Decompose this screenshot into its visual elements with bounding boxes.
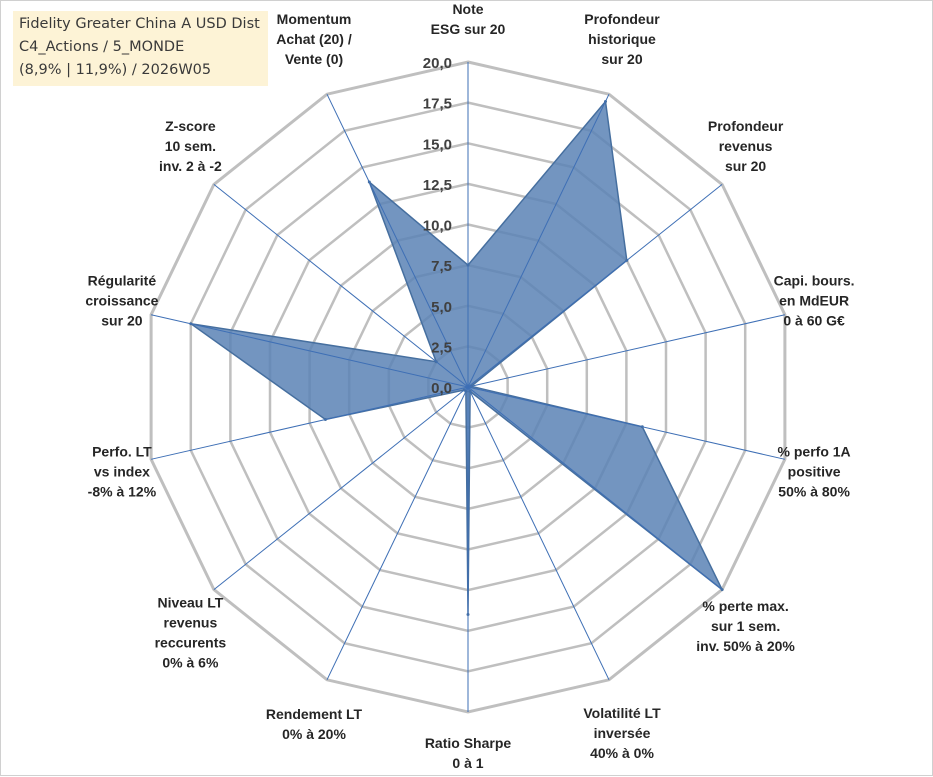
axis-label-line: Rendement LT [266, 706, 363, 722]
axis-label-line: Profondeur [708, 118, 784, 134]
axis-label-line: 0 à 1 [452, 755, 483, 771]
axis-label-line: % perte max. [702, 598, 788, 614]
axis-label-line: positive [788, 464, 841, 480]
tick-label: 2,5 [431, 339, 452, 356]
axis-label-line: sur 1 sem. [711, 618, 780, 634]
tick-label: 20,0 [423, 55, 452, 72]
axis-label-line: Régularité [88, 272, 157, 288]
spoke-10 [150, 386, 469, 460]
radar-spokes [150, 62, 786, 712]
spoke-5 [467, 386, 723, 590]
radial-tick-labels: 0,0 2,5 5,0 7,5 10,0 12,5 15,0 17,5 20,0 [423, 55, 452, 397]
axis-label-10: Perfo. LT vs index -8% à 12% [88, 444, 157, 500]
tick-label: 7,5 [431, 258, 452, 275]
axis-label-line: Ratio Sharpe [425, 735, 512, 751]
axis-label-line: sur 20 [101, 312, 142, 328]
axis-label-line: vs index [94, 464, 150, 480]
spoke-11 [150, 314, 469, 388]
spoke-13 [326, 93, 469, 388]
axis-label-line: 10 sem. [165, 138, 216, 154]
axis-label-line: 0% à 20% [282, 726, 346, 742]
axis-label-13: Momentum Achat (20) / Vente (0) [276, 11, 352, 67]
spoke-12 [213, 184, 469, 388]
axis-label-line: revenus [164, 614, 218, 630]
axis-label-0: Note ESG sur 20 [431, 1, 506, 37]
axis-label-line: 50% à 80% [778, 484, 850, 500]
fund-stats: (8,9% | 11,9%) / 2026W05 [19, 62, 212, 78]
tick-label: 5,0 [431, 299, 452, 316]
chart-title-box: Fidelity Greater China A USD Dist C4_Act… [13, 11, 268, 86]
axis-label-line: % perfo 1A [778, 444, 851, 460]
spoke-3 [467, 314, 786, 388]
axis-label-8: Rendement LT 0% à 20% [266, 706, 363, 742]
axis-label-3: Capi. bours. en MdEUR 0 à 60 G€ [774, 272, 855, 328]
axis-label-11: Régularité croissance sur 20 [85, 272, 158, 328]
axis-label-1: Profondeur historique sur 20 [584, 11, 660, 67]
axis-label-line: 0 à 60 G€ [783, 312, 845, 328]
spoke-1 [467, 93, 610, 388]
fund-name: Fidelity Greater China A USD Dist [19, 16, 260, 32]
tick-label: 10,0 [423, 218, 452, 235]
spoke-4 [467, 386, 786, 460]
axis-label-line: Vente (0) [285, 51, 343, 67]
tick-label: 15,0 [423, 136, 452, 153]
axis-label-line: Note [452, 1, 483, 17]
axis-label-line: 0% à 6% [162, 654, 219, 670]
spoke-6 [467, 386, 610, 681]
axis-label-line: Perfo. LT [92, 444, 152, 460]
axis-label-line: Capi. bours. [774, 272, 855, 288]
spoke-9 [213, 386, 469, 590]
axis-label-5: % perte max. sur 1 sem. inv. 50% à 20% [696, 598, 795, 654]
axis-label-line: inversée [594, 725, 651, 741]
axis-label-line: reccurents [155, 634, 227, 650]
axis-label-2: Profondeur revenus sur 20 [708, 118, 784, 174]
radar-series-area [189, 99, 724, 616]
axis-label-9: Niveau LT revenus reccurents 0% à 6% [155, 594, 227, 670]
axis-label-12: Z-score 10 sem. inv. 2 à -2 [159, 118, 222, 174]
axis-label-line: historique [588, 31, 656, 47]
axis-label-line: en MdEUR [779, 292, 849, 308]
axis-label-line: ESG sur 20 [431, 21, 506, 37]
axis-label-line: Z-score [165, 118, 216, 134]
axis-label-4: % perfo 1A positive 50% à 80% [778, 444, 851, 500]
tick-label: 17,5 [423, 96, 452, 113]
spoke-8 [326, 386, 469, 681]
series-polygon [190, 99, 723, 615]
axis-label-line: 40% à 0% [590, 745, 654, 761]
axis-label-line: Achat (20) / [276, 31, 352, 47]
axis-label-line: -8% à 12% [88, 484, 157, 500]
axis-label-line: sur 20 [601, 51, 642, 67]
axis-label-line: Niveau LT [157, 594, 223, 610]
axis-label-line: revenus [719, 138, 773, 154]
fund-category: C4_Actions / 5_MONDE [19, 39, 185, 55]
axis-label-line: inv. 50% à 20% [696, 638, 795, 654]
axis-label-line: Volatilité LT [583, 705, 661, 721]
axis-label-line: Profondeur [584, 11, 660, 27]
tick-label: 0,0 [431, 380, 452, 397]
axis-label-6: Volatilité LT inversée 40% à 0% [583, 705, 661, 761]
axis-label-7: Ratio Sharpe 0 à 1 [425, 735, 512, 771]
axis-labels: Note ESG sur 20 Profondeur historique sur 20… [85, 1, 854, 771]
axis-label-line: croissance [85, 292, 158, 308]
axis-label-line: inv. 2 à -2 [159, 158, 222, 174]
tick-label: 12,5 [423, 177, 452, 194]
axis-label-line: Momentum [277, 11, 352, 27]
spoke-2 [467, 184, 723, 388]
axis-label-line: sur 20 [725, 158, 766, 174]
